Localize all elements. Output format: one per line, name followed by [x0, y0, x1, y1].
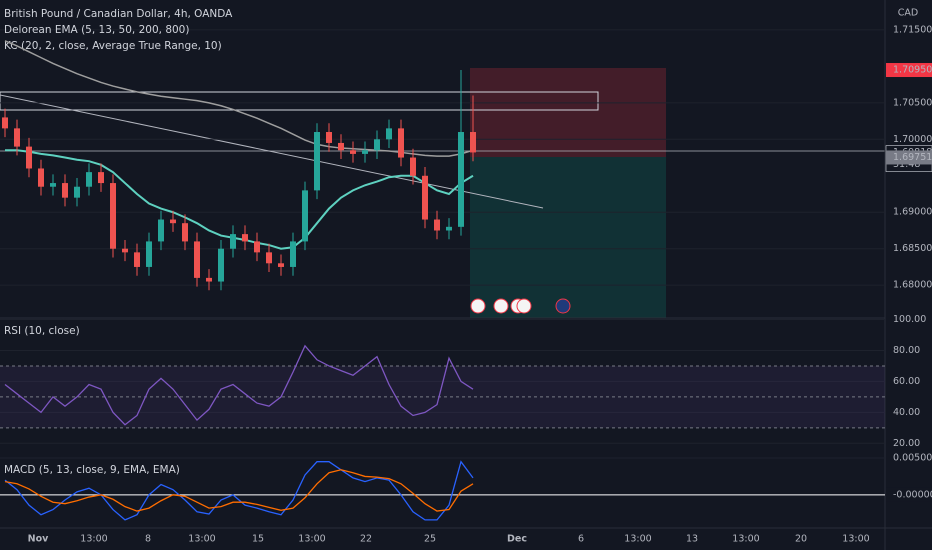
trend-line [0, 94, 544, 209]
candle-body [446, 226, 452, 231]
candle-body [74, 186, 80, 198]
rsi-band [0, 365, 885, 428]
candle-body [458, 132, 464, 227]
candle-body [338, 142, 344, 151]
target-zone [470, 157, 666, 318]
macd-title: MACD (5, 13, close, 9, EMA, EMA) [4, 464, 180, 476]
candle-body [158, 219, 164, 242]
candle-body [326, 132, 332, 143]
y-tick-label: 1.68500 [893, 243, 932, 254]
event-icon[interactable] [493, 298, 509, 314]
price-badge-label: 1.69751 [893, 152, 932, 163]
candle-body [302, 190, 308, 242]
event-icon[interactable] [555, 298, 571, 314]
event-icon[interactable] [470, 298, 486, 314]
x-tick-label: 13:00 [80, 534, 107, 545]
indicator-label: KC (20, 2, close, Average True Range, 10… [4, 40, 222, 52]
x-tick-label: 22 [360, 534, 372, 545]
x-tick-label: 13:00 [842, 534, 869, 545]
ema-line [4, 40, 474, 157]
price-badge-label: 1.70950 [893, 65, 932, 76]
x-tick-label: 13:00 [188, 534, 215, 545]
x-tick-label: Dec [507, 534, 527, 545]
x-tick-label: 13 [686, 534, 698, 545]
y-tick-label: 1.70500 [893, 97, 932, 108]
candle-body [14, 128, 20, 147]
y-tick-label: 100.00 [893, 314, 926, 325]
event-icon[interactable] [516, 298, 532, 314]
x-tick-label: 13:00 [298, 534, 325, 545]
candle-body [290, 241, 296, 267]
candle-body [146, 241, 152, 267]
candle-body [182, 223, 188, 242]
candle-body [314, 132, 320, 191]
symbol-title: British Pound / Canadian Dollar, 4h, OAN… [4, 8, 233, 20]
indicator-label: Delorean EMA (5, 13, 50, 200, 800) [4, 24, 189, 36]
candle-body [434, 219, 440, 231]
y-tick-label: 0.00500 [893, 453, 932, 464]
zero-badge [886, 487, 932, 502]
x-tick-label: 13:00 [624, 534, 651, 545]
currency-label: CAD [898, 8, 918, 19]
candle-body [254, 241, 260, 253]
candle-body [206, 277, 212, 282]
x-tick-label: 25 [424, 534, 436, 545]
stop-zone [470, 68, 666, 157]
candle-body [62, 183, 68, 198]
candle-body [278, 263, 284, 267]
y-tick-label: 40.00 [893, 407, 920, 418]
y-tick-label: 1.69000 [893, 207, 932, 218]
price-badge [886, 63, 932, 78]
candle-body [122, 248, 128, 253]
price-badge [886, 150, 932, 165]
x-tick-label: 13:00 [732, 534, 759, 545]
candle-body [398, 128, 404, 158]
candle-body [410, 157, 416, 176]
countdown-label: 31:48 [893, 159, 920, 170]
candle-body [50, 183, 56, 187]
candle-body [230, 234, 236, 249]
candle-body [86, 172, 92, 187]
indicator-line [4, 344, 474, 426]
candle-body [266, 252, 272, 264]
y-tick-label: 1.68000 [893, 280, 932, 291]
x-tick-label: 8 [145, 534, 151, 545]
candle-body [170, 219, 176, 224]
candle-body [26, 146, 32, 169]
candle-body [362, 150, 368, 154]
candle-body [470, 132, 476, 153]
y-tick-label: 20.00 [893, 438, 920, 449]
candle-body [98, 172, 104, 184]
y-tick-label: 1.70000 [893, 134, 932, 145]
ema-line [5, 149, 474, 250]
x-tick-label: 6 [578, 534, 584, 545]
x-tick-label: Nov [28, 534, 49, 545]
y-tick-label: 80.00 [893, 345, 920, 356]
candle-body [422, 175, 428, 220]
x-tick-label: 20 [795, 534, 807, 545]
resistance-box [0, 91, 599, 111]
candle-body [242, 234, 248, 242]
y-tick-label: 60.00 [893, 376, 920, 387]
candle-body [38, 168, 44, 187]
x-tick-label: 15 [252, 534, 264, 545]
candle-body [218, 248, 224, 282]
indicator-line [4, 469, 474, 512]
candle-body [386, 128, 392, 140]
candle-body [374, 139, 380, 151]
candle-body [110, 183, 116, 249]
y-tick-label: 1.71500 [893, 24, 932, 35]
indicator-line [4, 460, 474, 521]
candle-body [350, 150, 356, 154]
candle-body [2, 117, 8, 129]
candle-body [194, 241, 200, 278]
candle-body [134, 252, 140, 267]
rsi-title: RSI (10, close) [4, 325, 80, 337]
y-tick-label: -0.00000 [893, 489, 932, 500]
event-icons [470, 298, 571, 314]
